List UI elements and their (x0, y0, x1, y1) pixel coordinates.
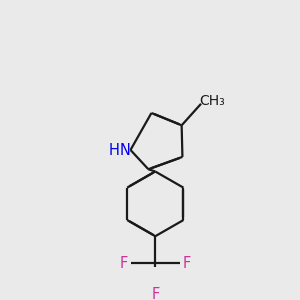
Text: N: N (120, 143, 130, 158)
Text: CH₃: CH₃ (199, 94, 225, 108)
Text: F: F (151, 287, 159, 300)
Text: H: H (109, 143, 120, 158)
Text: F: F (183, 256, 191, 271)
Text: F: F (119, 256, 128, 271)
